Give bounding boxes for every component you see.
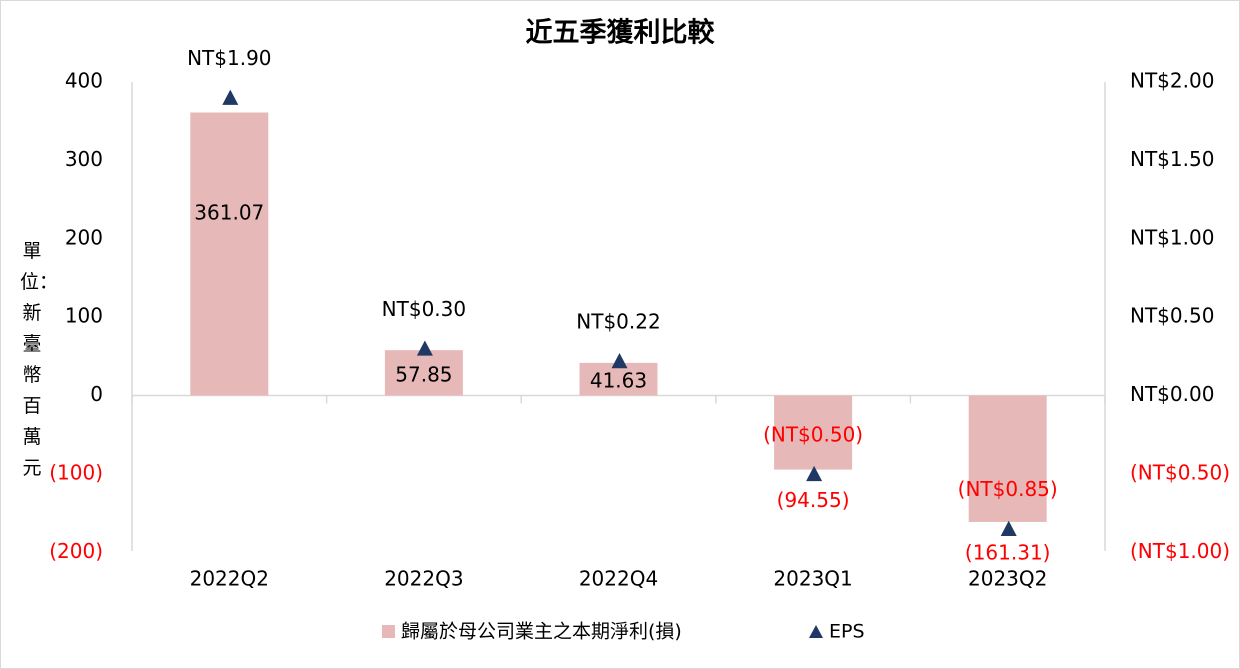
eps-point <box>222 89 239 105</box>
left-axis-tick-label: (100) <box>49 460 103 484</box>
legend-eps-label: EPS <box>829 621 865 643</box>
category-tick-label: 2022Q3 <box>384 567 463 591</box>
right-axis-tick-label: NT$0.50 <box>1130 304 1214 328</box>
eps-data-label: NT$0.22 <box>576 310 660 334</box>
category-tick-label: 2023Q1 <box>773 567 852 591</box>
eps-point <box>806 465 823 482</box>
eps-data-label: (NT$0.50) <box>763 422 863 446</box>
left-axis-tick-label: 400 <box>65 69 103 93</box>
eps-point <box>416 340 433 356</box>
right-axis-tick-label: NT$0.00 <box>1130 382 1214 406</box>
bar-data-label: (94.55) <box>777 488 850 512</box>
eps-data-label: NT$1.90 <box>187 46 271 70</box>
eps-data-label: (NT$0.85) <box>958 477 1058 501</box>
legend-eps-marker <box>809 625 823 638</box>
right-axis-tick-label: NT$1.50 <box>1130 147 1214 171</box>
legend-bar-swatch <box>382 625 395 638</box>
bar <box>774 395 853 470</box>
right-axis-tick-label: NT$1.00 <box>1130 225 1214 249</box>
chart-title: 近五季獲利比較 <box>526 17 716 49</box>
bar <box>190 112 269 396</box>
left-axis-tick-label: 0 <box>90 382 103 406</box>
left-axis-tick-label: 200 <box>65 225 103 249</box>
bar-data-label: 361.07 <box>194 201 264 225</box>
category-tick-label: 2023Q2 <box>968 567 1047 591</box>
eps-point <box>611 353 628 369</box>
right-axis-tick-label: (NT$0.50) <box>1130 460 1230 484</box>
bar-data-label: (161.31) <box>965 540 1051 564</box>
left-axis-tick-label: 300 <box>65 147 103 171</box>
bar <box>384 350 463 396</box>
bar <box>968 395 1047 522</box>
category-tick-label: 2022Q4 <box>579 567 658 591</box>
bar-data-label: 57.85 <box>395 362 452 386</box>
bar <box>579 362 658 396</box>
y-axis-unit-label: 單位：新臺幣百萬元 <box>20 240 59 479</box>
left-axis-tick-label: (200) <box>49 539 103 563</box>
bar-data-label: 41.63 <box>590 369 647 393</box>
legend-bar-label: 歸屬於母公司業主之本期淨利(損) <box>401 621 682 643</box>
eps-data-label: NT$0.30 <box>382 297 466 321</box>
eps-point <box>1000 520 1017 536</box>
right-axis-tick-label: (NT$1.00) <box>1130 539 1230 563</box>
left-axis-tick-label: 100 <box>65 304 103 328</box>
category-tick-label: 2022Q2 <box>190 567 269 591</box>
right-axis-tick-label: NT$2.00 <box>1130 69 1214 93</box>
